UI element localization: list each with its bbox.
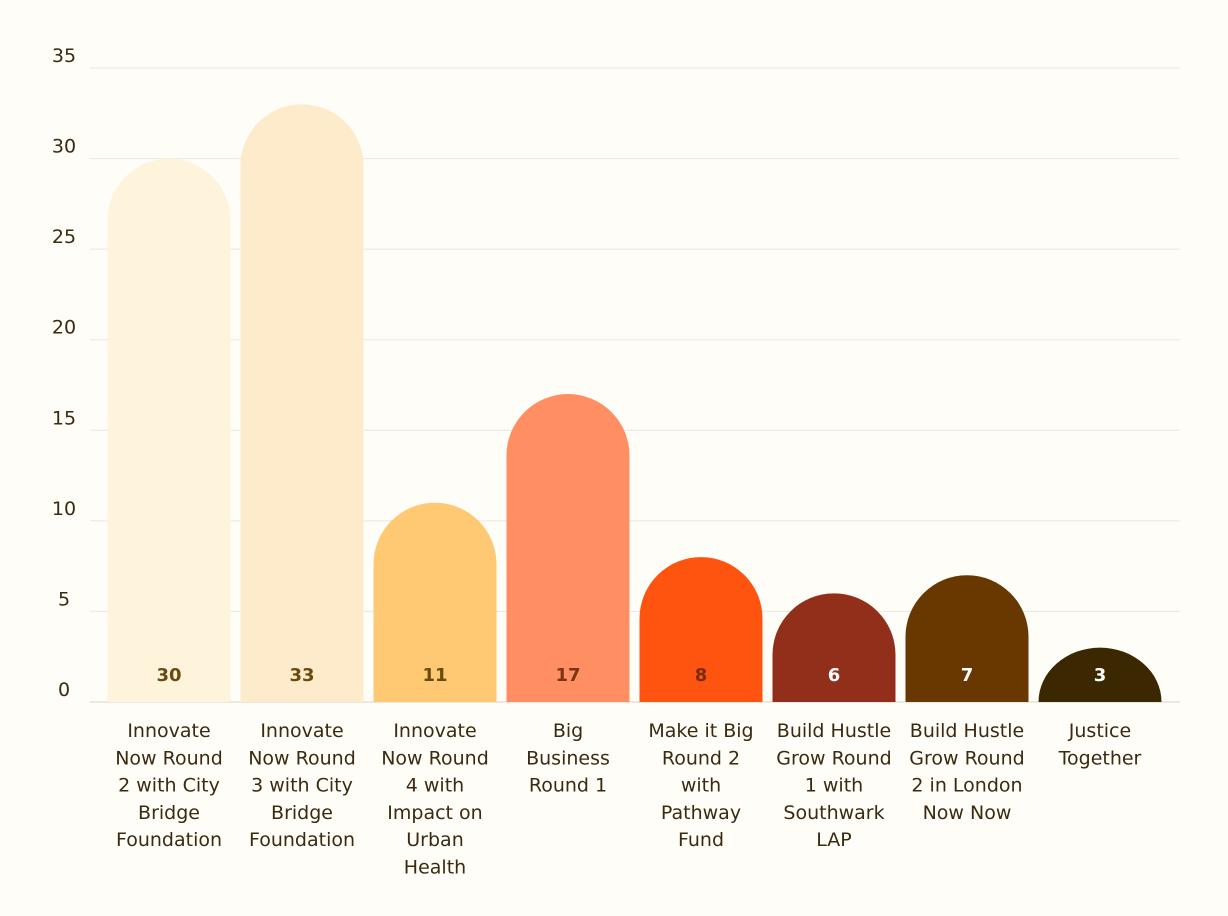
y-tick-label: 5: [58, 588, 70, 610]
x-tick-label-8: Justice Together: [1058, 720, 1142, 769]
value-label-2: 33: [289, 665, 314, 686]
value-label-8: 3: [1094, 665, 1107, 686]
value-label-1: 30: [156, 665, 181, 686]
x-tick-label-5: Make it Big Round 2 with Pathway Fund: [648, 720, 753, 851]
value-label-7: 7: [961, 665, 974, 686]
y-tick-label: 25: [52, 226, 76, 248]
x-axis-labels: Innovate Now Round 2 with City Bridge Founda…: [115, 720, 1141, 879]
y-tick-label: 20: [52, 317, 76, 339]
bar-6: [772, 593, 896, 702]
value-label-6: 6: [828, 665, 841, 686]
value-labels: 30 33 11 17 8 6 7 3: [156, 665, 1106, 686]
y-tick-label: 35: [52, 45, 76, 67]
bar-2: [240, 104, 364, 702]
y-axis-ticks: 0 5 10 15 20 25 30 35: [52, 45, 76, 701]
x-tick-label-4: Big Business Round 1: [526, 720, 610, 797]
bar-5: [639, 557, 763, 702]
value-label-5: 8: [695, 665, 708, 686]
y-tick-label: 0: [58, 679, 70, 701]
y-tick-label: 15: [52, 407, 76, 429]
bar-8: [1038, 647, 1162, 702]
bar-3: [373, 502, 497, 702]
x-tick-label-3: Innovate Now Round 4 with Impact on Urban Hea…: [381, 720, 489, 879]
x-tick-label-2: Innovate Now Round 3 with City Bridge Founda…: [248, 720, 356, 851]
bar-7: [905, 575, 1029, 702]
x-tick-label-6: Build Hustle Grow Round 1 with Southwark LAP: [776, 720, 891, 851]
x-tick-label-7: Build Hustle Grow Round 2 in London Now Now: [909, 720, 1024, 824]
value-label-4: 17: [555, 665, 580, 686]
value-label-3: 11: [422, 665, 447, 686]
y-tick-label: 30: [52, 136, 76, 158]
x-tick-label-1: Innovate Now Round 2 with City Bridge Founda…: [115, 720, 223, 851]
bar-4: [506, 394, 630, 702]
y-tick-label: 10: [52, 498, 76, 520]
bar-1: [107, 158, 231, 702]
bars: [107, 104, 1162, 702]
